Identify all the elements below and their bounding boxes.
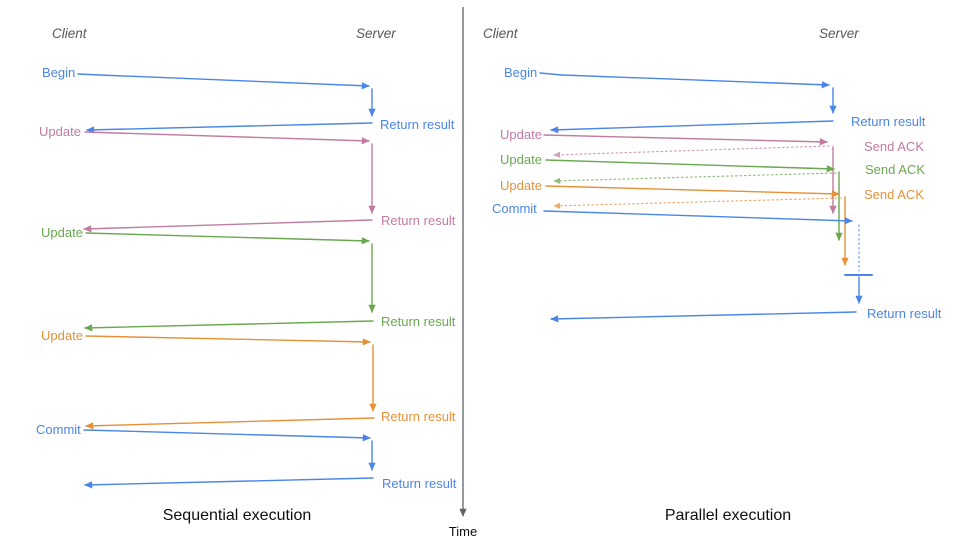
par-begin-label: Begin xyxy=(504,65,537,80)
seq-update3-label: Update xyxy=(41,328,83,343)
seq-commit-label: Commit xyxy=(36,422,81,437)
sequential-panel-title: Sequential execution xyxy=(163,507,312,524)
seq-update2-response-label: Return result xyxy=(381,314,456,329)
par-update1-request-arrow xyxy=(543,134,828,146)
seq-commit-request-arrow xyxy=(83,429,371,442)
seq-update1-response-arrow xyxy=(83,219,373,233)
seq-begin-request-arrow xyxy=(77,73,370,90)
par-begin-response-label: Return result xyxy=(851,114,926,129)
par-commit-label: Commit xyxy=(492,201,537,216)
par-server-heading: Server xyxy=(819,26,859,41)
seq-update1-label: Update xyxy=(39,124,81,139)
par-update3-ack-label: Send ACK xyxy=(864,187,924,202)
seq-begin-response-arrow xyxy=(86,122,373,134)
seq-server-heading: Server xyxy=(356,26,396,41)
seq-update3-response-arrow xyxy=(85,417,375,430)
par-update3-ack-dotted-arrow xyxy=(553,197,842,209)
par-update3-request-arrow xyxy=(545,185,840,198)
par-update2-label: Update xyxy=(500,152,542,167)
seq-commit-response-arrow xyxy=(84,477,374,489)
par-update2-ack-label: Send ACK xyxy=(865,162,925,177)
seq-begin-label: Begin xyxy=(42,65,75,80)
par-commit-response-arrow xyxy=(550,311,857,323)
parallel-panel-title: Parallel execution xyxy=(665,507,791,524)
par-update1-ack-dotted-arrow xyxy=(553,145,830,158)
seq-update2-request-arrow xyxy=(85,232,370,245)
par-commit-response-label: Return result xyxy=(867,306,942,321)
sequential-panel: Client Server Begin Return result Update… xyxy=(36,26,457,524)
par-update1-ack-label: Send ACK xyxy=(864,139,924,154)
par-commit-request-arrow xyxy=(543,210,853,225)
seq-update2-label: Update xyxy=(41,225,83,240)
seq-update2-response-arrow xyxy=(84,320,374,332)
seq-update3-response-label: Return result xyxy=(381,409,456,424)
par-update2-request-arrow xyxy=(545,159,835,173)
par-begin-request-arrow xyxy=(539,72,830,89)
time-axis-label: Time xyxy=(449,524,477,539)
time-axis: Time xyxy=(449,7,477,539)
seq-commit-response-label: Return result xyxy=(382,476,457,491)
seq-begin-response-label: Return result xyxy=(380,117,455,132)
par-update3-label: Update xyxy=(500,178,542,193)
seq-update1-request-arrow xyxy=(84,131,370,145)
parallel-panel: Client Server Begin Return result Update… xyxy=(483,26,942,524)
par-update1-label: Update xyxy=(500,127,542,142)
par-update2-ack-dotted-arrow xyxy=(553,172,837,184)
seq-update1-response-label: Return result xyxy=(381,213,456,228)
par-begin-response-arrow xyxy=(550,120,834,134)
seq-update3-request-arrow xyxy=(85,335,371,346)
seq-client-heading: Client xyxy=(52,26,88,41)
par-client-heading: Client xyxy=(483,26,519,41)
